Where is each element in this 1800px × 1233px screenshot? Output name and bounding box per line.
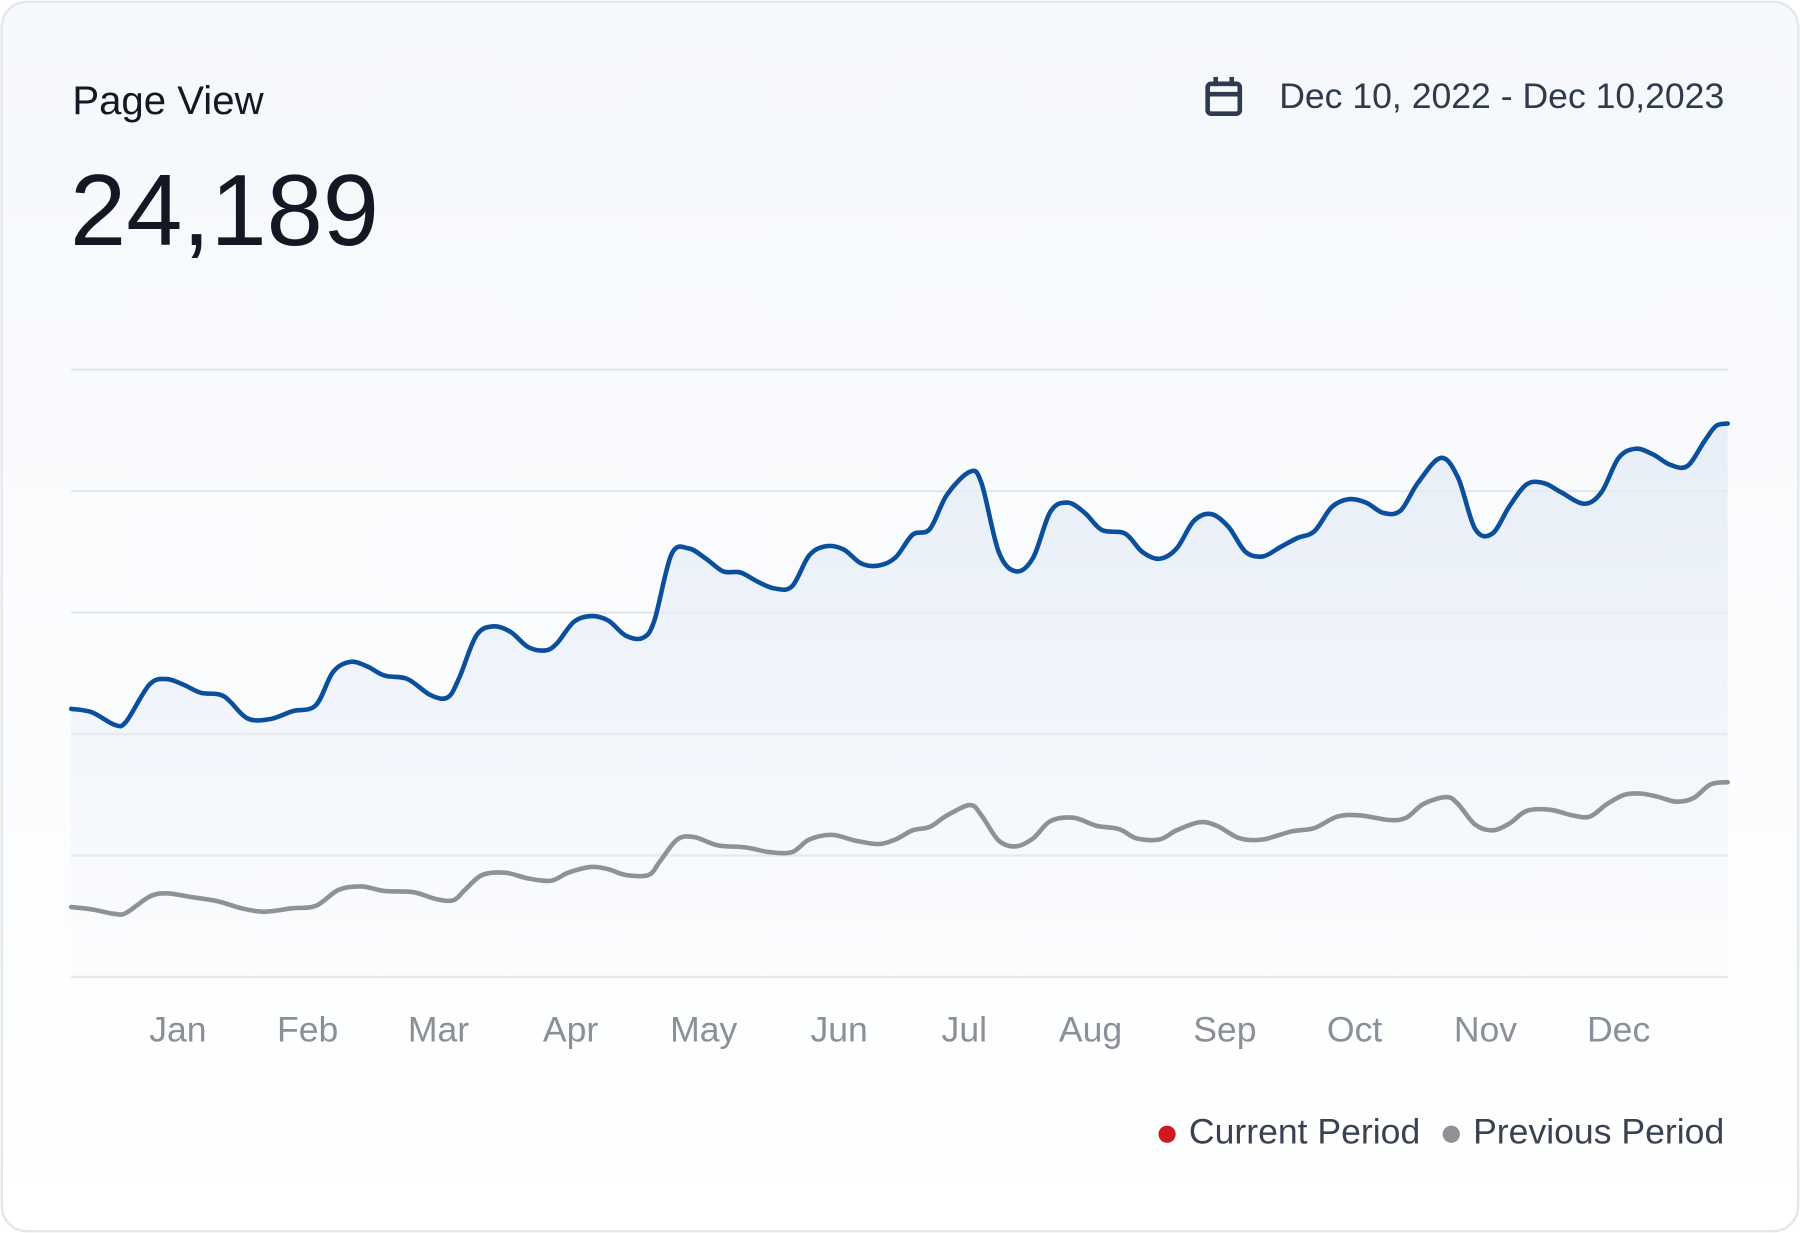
- legend-marker: [1442, 1125, 1460, 1143]
- x-tick-label: Feb: [277, 1009, 338, 1049]
- x-tick-label: May: [670, 1009, 737, 1049]
- legend-label: Previous Period: [1473, 1112, 1724, 1152]
- date-range[interactable]: Dec 10, 2022 - Dec 10,2023: [1279, 76, 1724, 116]
- x-tick-label: Jul: [942, 1009, 987, 1049]
- legend-marker: [1158, 1125, 1176, 1143]
- x-tick-label: Oct: [1327, 1009, 1382, 1049]
- calendar-icon: [1205, 76, 1243, 116]
- x-tick-label: Apr: [543, 1009, 599, 1049]
- total-value: 24,189: [70, 155, 379, 267]
- x-tick-label: Mar: [408, 1009, 469, 1049]
- x-tick-label: Jan: [149, 1009, 206, 1049]
- chart-title: Page View: [72, 78, 264, 123]
- x-tick-label: Sep: [1193, 1009, 1256, 1049]
- area: [71, 423, 1728, 977]
- line: [68, 421, 1730, 729]
- legend-label: Current Period: [1189, 1112, 1420, 1152]
- x-tick-label: Dec: [1587, 1009, 1650, 1049]
- x-tick-label: Nov: [1454, 1009, 1517, 1049]
- line: [68, 779, 1730, 917]
- x-tick-label: Aug: [1059, 1009, 1122, 1049]
- x-tick-label: Jun: [810, 1009, 867, 1049]
